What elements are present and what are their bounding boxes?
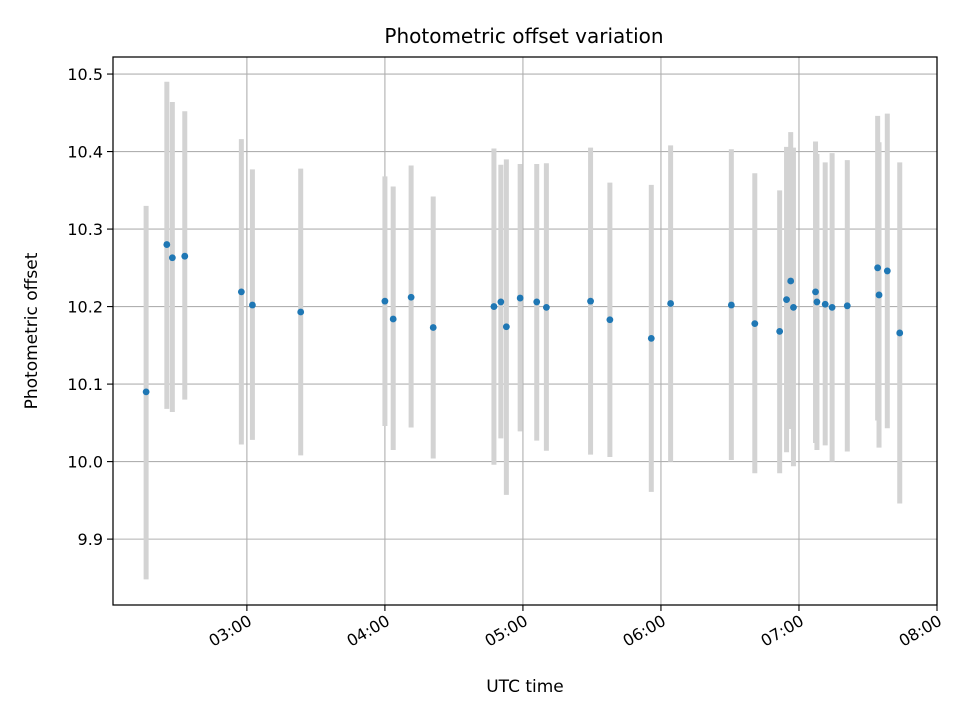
data-point bbox=[381, 297, 389, 305]
data-point bbox=[142, 388, 150, 396]
plot-frame bbox=[112, 56, 938, 606]
data-point bbox=[787, 277, 795, 285]
data-point bbox=[490, 303, 498, 310]
y-tick-label: 10.5 bbox=[67, 65, 103, 84]
data-point bbox=[875, 291, 883, 299]
data-point bbox=[813, 298, 821, 306]
data-point bbox=[751, 320, 759, 328]
data-point bbox=[429, 324, 437, 331]
data-point bbox=[790, 303, 797, 311]
point-layer bbox=[142, 241, 904, 396]
y-axis-label: Photometric offset bbox=[22, 252, 42, 409]
data-point bbox=[843, 302, 851, 310]
y-tick-label: 10.4 bbox=[67, 143, 103, 162]
data-point bbox=[828, 303, 836, 311]
data-point bbox=[181, 252, 189, 260]
data-point bbox=[821, 300, 829, 308]
data-point bbox=[606, 316, 614, 324]
y-tick-label: 10.0 bbox=[67, 453, 103, 472]
data-point bbox=[497, 298, 505, 306]
y-tick-label: 10.2 bbox=[67, 298, 103, 317]
y-tick-label: 10.1 bbox=[67, 375, 103, 394]
y-tick-label: 9.9 bbox=[78, 530, 103, 549]
data-point bbox=[297, 308, 305, 316]
data-point bbox=[533, 298, 541, 306]
data-point bbox=[163, 241, 171, 248]
plot-area bbox=[112, 56, 938, 606]
data-point bbox=[587, 297, 594, 305]
data-point bbox=[249, 301, 256, 309]
data-point bbox=[667, 300, 675, 307]
data-point bbox=[168, 254, 176, 262]
y-tick-label: 10.3 bbox=[67, 220, 103, 239]
data-point bbox=[727, 301, 735, 309]
data-point bbox=[812, 288, 819, 296]
data-point bbox=[389, 315, 397, 323]
data-point bbox=[502, 323, 510, 331]
data-point bbox=[647, 334, 655, 342]
data-point bbox=[542, 303, 550, 311]
data-point bbox=[776, 327, 784, 335]
x-axis-label: UTC time bbox=[486, 677, 564, 697]
data-point bbox=[516, 294, 524, 302]
data-point bbox=[874, 264, 882, 272]
data-point bbox=[237, 288, 245, 296]
data-point bbox=[783, 296, 790, 304]
data-point bbox=[407, 293, 415, 301]
data-point bbox=[883, 267, 891, 275]
data-point bbox=[896, 329, 904, 337]
y-axis: 9.9 10.0 10.1 10.2 10.3 10.4 10.5 bbox=[67, 65, 113, 549]
chart-title: Photometric offset variation bbox=[384, 24, 663, 48]
